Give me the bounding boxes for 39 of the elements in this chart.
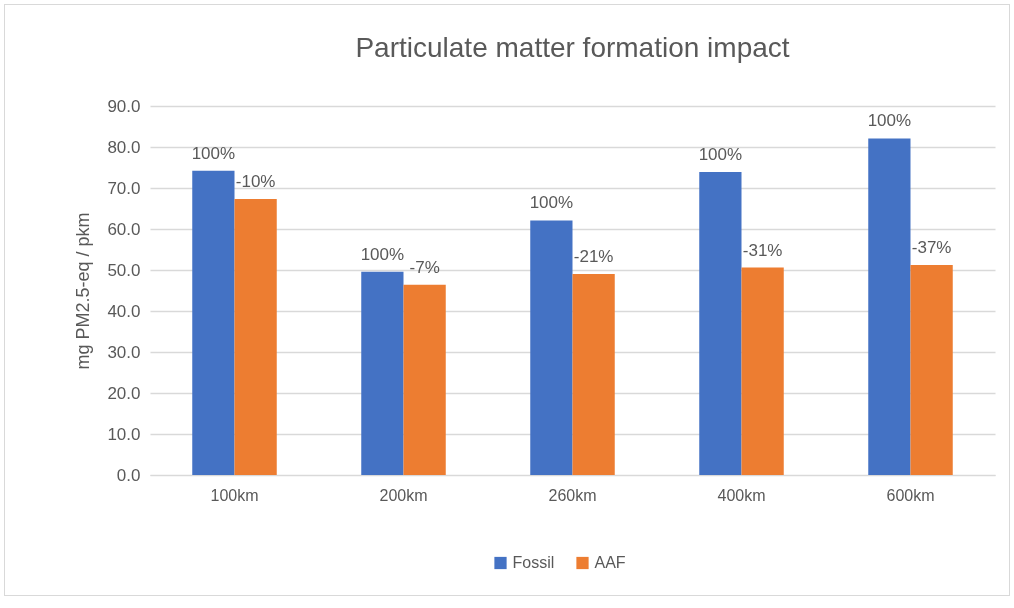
annotation: 100% [698,145,743,165]
bar [741,267,784,475]
x-tick-label: 200km [379,486,428,504]
bar [361,271,404,475]
y-tick-label: 40.0 [107,301,141,321]
legend-label: Fossil [512,554,555,571]
annotation: 100% [360,244,405,264]
bar [192,170,235,475]
x-tick-label: 100km [210,486,259,504]
annotation: -31% [742,240,783,260]
y-tick-label: 50.0 [107,260,141,280]
bar [234,199,277,475]
annotation: -37% [911,238,952,258]
y-tick-label: 70.0 [107,178,141,198]
y-tick-label: 60.0 [107,219,141,239]
y-tick-label: 90.0 [107,96,141,116]
bar [910,265,953,475]
y-tick-label: 80.0 [107,137,141,157]
y-axis-title: mg PM2.5-eq / pkm [73,212,94,370]
x-tick-label: 600km [886,486,935,504]
y-tick-label: 10.0 [107,424,141,444]
x-tick-label: 260km [548,486,597,504]
annotation: 100% [867,111,912,131]
y-tick-label: 30.0 [107,342,141,362]
y-tick-label: 20.0 [107,383,141,403]
bar [572,274,615,475]
annotation: 100% [191,143,236,163]
annotation: 100% [529,193,574,213]
bar [868,138,911,475]
annotation: -7% [409,257,440,277]
annotation: -21% [573,247,614,267]
bar [403,284,446,475]
bar [530,220,573,475]
y-tick-label: 0.0 [116,465,141,485]
bar [699,172,742,475]
x-tick-label: 400km [717,486,766,504]
annotation: -10% [235,172,276,192]
legend-label: AAF [594,554,626,571]
chart-title: Particulate matter formation impact [355,32,790,63]
